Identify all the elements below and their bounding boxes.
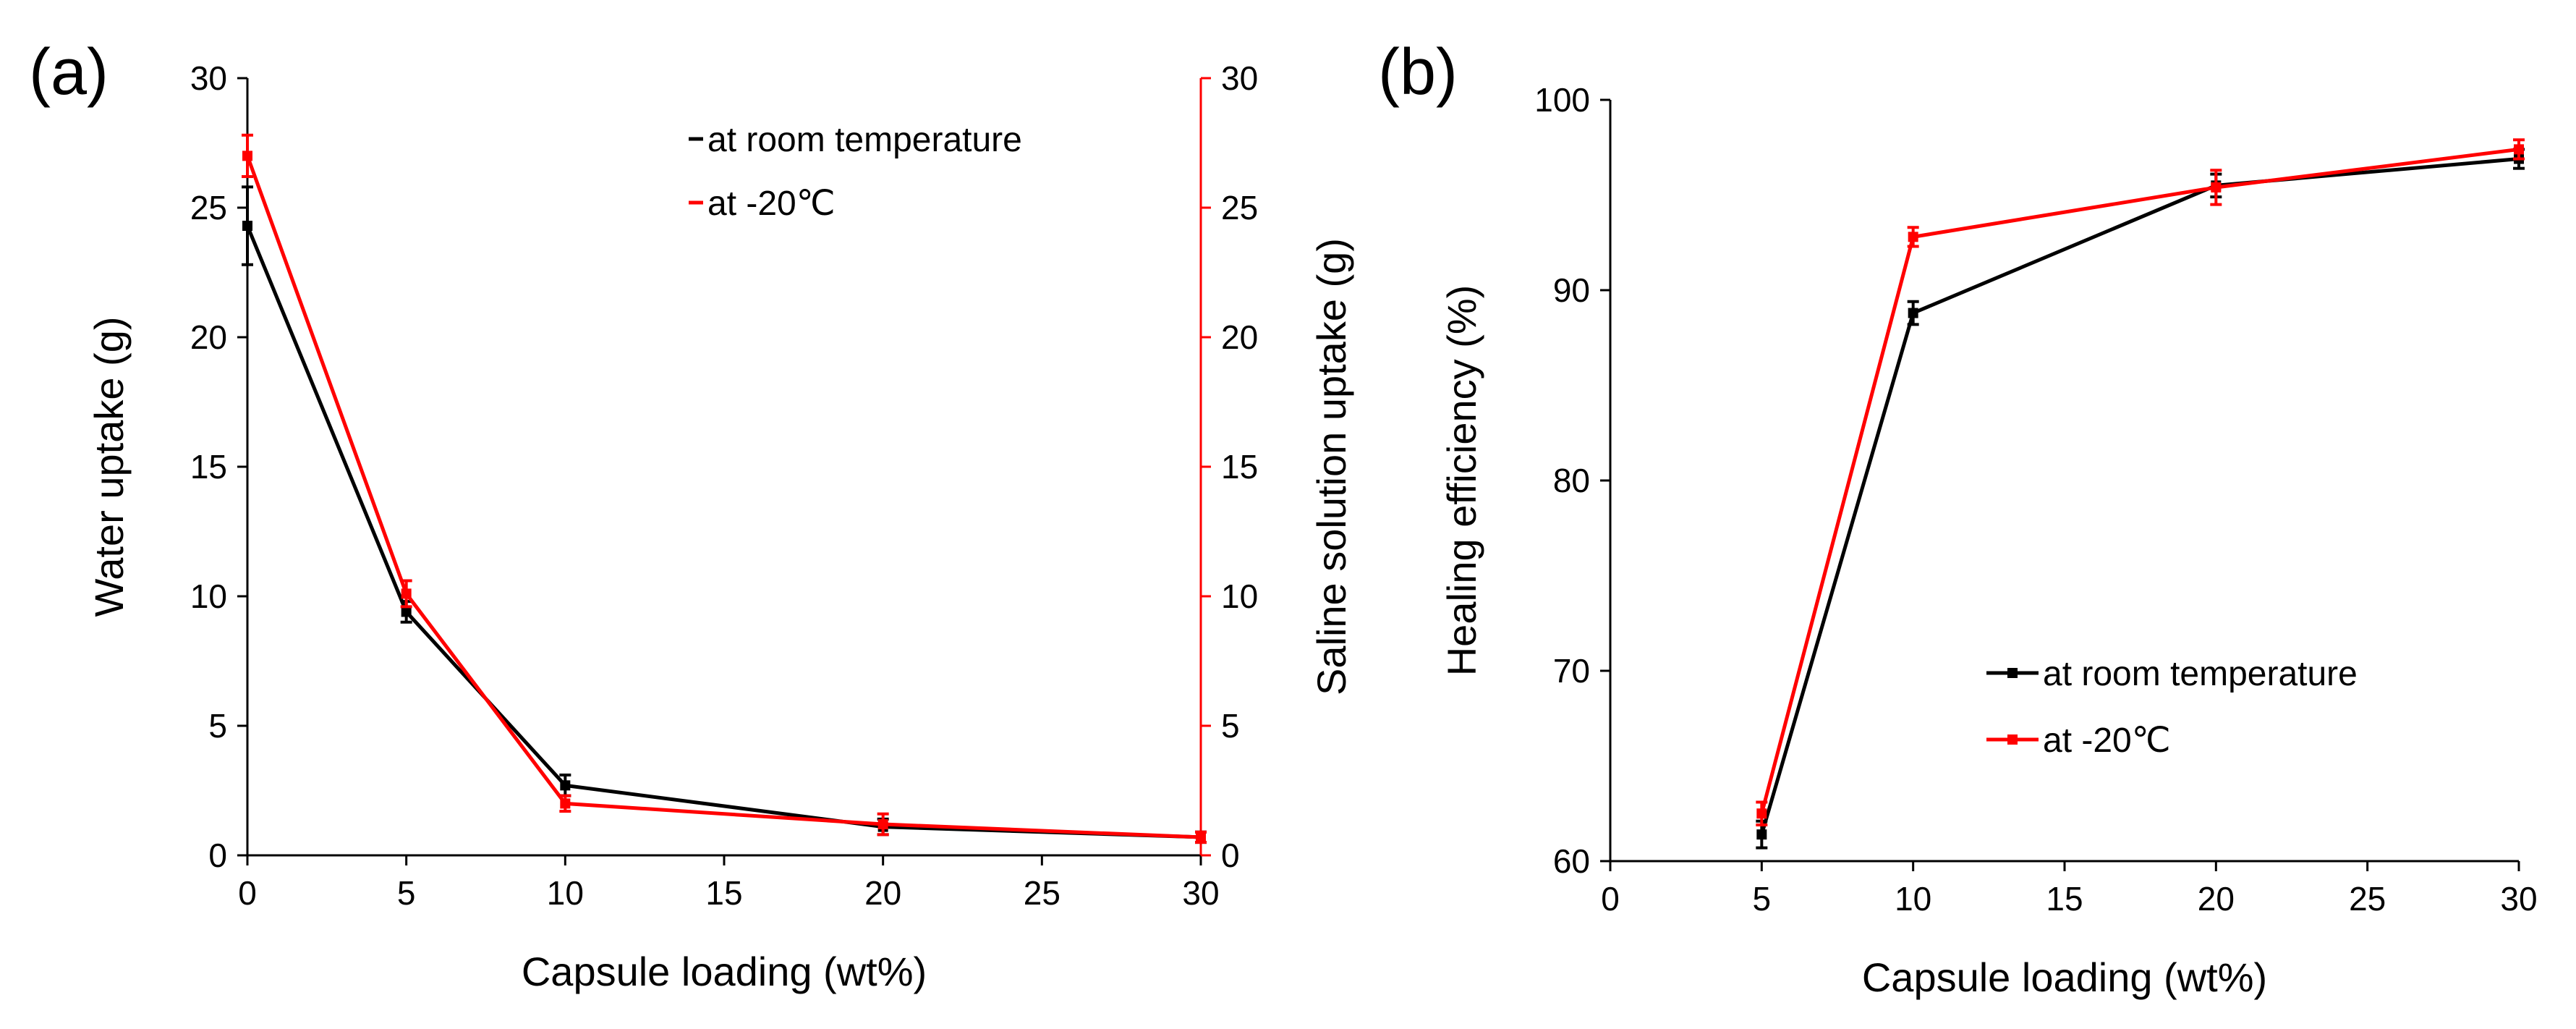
y-tick-label: 25: [190, 189, 227, 226]
x-tick-label: 0: [1601, 880, 1620, 918]
y-tick-label: 90: [1553, 271, 1590, 309]
data-point: [2514, 144, 2524, 155]
y-tick-label: 10: [190, 577, 227, 615]
legend-label-1: at -20℃: [2043, 721, 2171, 760]
y-tick-label: 100: [1534, 81, 1590, 119]
y-tick-label: 60: [1553, 842, 1590, 880]
x-tick-label: 25: [2349, 880, 2386, 918]
x-tick-label: 10: [1895, 880, 1931, 918]
x-tick-label: 20: [864, 874, 901, 912]
x-tick-label: 10: [547, 874, 584, 912]
data-point: [1196, 831, 1206, 842]
y2-axis-label: Saline solution uptake (g): [1309, 238, 1354, 695]
data-point: [1756, 808, 1767, 819]
data-point: [401, 606, 412, 617]
x-axis-label: Capsule loading (wt%): [522, 949, 927, 994]
y-tick-label: 5: [208, 707, 227, 745]
y2-tick-label: 10: [1221, 577, 1258, 615]
y-tick-label: 70: [1553, 652, 1590, 690]
y-tick-label: 20: [190, 318, 227, 356]
data-point: [560, 780, 571, 791]
data-point: [877, 819, 888, 830]
legend-label-0: at room temperature: [707, 121, 1022, 159]
y-tick-label: 15: [190, 448, 227, 486]
x-tick-label: 15: [2046, 880, 2083, 918]
data-point: [2211, 182, 2222, 192]
legend-marker-1: [2007, 734, 2018, 745]
y2-tick-label: 30: [1221, 59, 1258, 97]
legend-marker-0: [2007, 668, 2018, 678]
y2-tick-label: 0: [1221, 837, 1240, 874]
y-tick-label: 80: [1553, 462, 1590, 499]
y2-tick-label: 15: [1221, 448, 1258, 486]
legend-label-1: at -20℃: [707, 185, 836, 223]
x-tick-label: 5: [1753, 880, 1772, 918]
x-tick-label: 25: [1024, 874, 1060, 912]
x-tick-label: 5: [397, 874, 416, 912]
data-point: [1908, 232, 1918, 242]
y2-tick-label: 20: [1221, 318, 1258, 356]
data-point: [242, 151, 252, 161]
data-point: [401, 588, 412, 599]
x-axis-label: Capsule loading (wt%): [1862, 954, 2267, 1000]
x-tick-label: 30: [2500, 880, 2537, 918]
data-point: [242, 221, 252, 232]
x-tick-label: 0: [238, 874, 257, 912]
data-point: [1908, 308, 1918, 318]
y-tick-label: 0: [208, 837, 227, 874]
x-tick-label: 15: [705, 874, 742, 912]
y-tick-label: 30: [190, 59, 227, 97]
data-point: [560, 798, 571, 809]
x-tick-label: 20: [2198, 880, 2235, 918]
data-point: [1756, 829, 1767, 840]
y-axis-label: Water uptake (g): [86, 317, 132, 617]
chart-b: (b) 0 5 10 15 20 25 30 60 70 80 90 100 Capsule loadin…: [1378, 36, 2538, 1000]
panel-label: (b): [1378, 36, 1458, 109]
x-tick-label: 30: [1182, 874, 1219, 912]
y-axis-label: Healing efficiency (%): [1439, 285, 1484, 677]
series-line-1: [1759, 147, 2520, 814]
series-line-0: [1759, 157, 2520, 835]
legend-label-0: at room temperature: [2043, 655, 2358, 693]
panel-label: (a): [29, 36, 109, 109]
chart-a: (a)0 5 10 15 20 25 30051015202530051015202530C…: [29, 36, 1354, 994]
y2-tick-label: 25: [1221, 189, 1258, 226]
y2-tick-label: 5: [1221, 707, 1240, 745]
